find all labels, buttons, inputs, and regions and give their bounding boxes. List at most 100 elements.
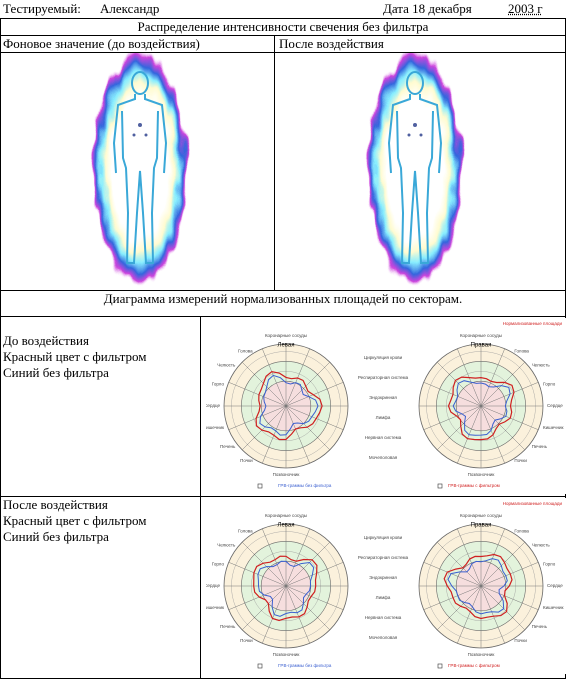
- diagram-label: Сердце: [206, 583, 220, 588]
- spoke: [285, 382, 344, 407]
- column-header: Фоновое значение (до воздействия): [3, 36, 200, 51]
- diagram-label: Правая: [471, 343, 492, 349]
- legend-box: [257, 663, 263, 669]
- diagram-label: Циркуляция крови: [364, 355, 403, 360]
- spoke: [423, 562, 482, 587]
- diagram-label: Лимфа: [376, 415, 391, 420]
- diagram-label: Коронарные сосуды: [265, 333, 307, 338]
- diagram-label: Нормализованные площади: [503, 501, 563, 506]
- spoke: [262, 348, 287, 407]
- diagram-label: Коронарные сосуды: [460, 333, 502, 338]
- spoke: [423, 382, 482, 407]
- row-line: Синий без фильтра: [3, 365, 109, 380]
- sector-diagram: Коронарные сосуды Позвоночник Левая Голова Ч…: [206, 498, 566, 674]
- diagram-label: Позвоночник: [468, 472, 495, 477]
- spoke: [480, 585, 526, 631]
- diagram-label: Почки: [514, 458, 527, 463]
- spoke: [285, 361, 331, 407]
- spoke: [285, 405, 331, 451]
- blue-contour: [259, 374, 319, 436]
- diagram-label: Голова: [238, 529, 253, 534]
- diagram-label: Челюсть: [532, 362, 551, 367]
- table-title: Распределение интенсивности свечения без…: [137, 19, 429, 34]
- diagram-label: Коронарные сосуды: [265, 513, 307, 518]
- diagram-label: Позвоночник: [468, 652, 495, 657]
- diagram-label: Голова: [514, 529, 529, 534]
- diagram-label: Горло: [212, 561, 225, 566]
- red-contour: [443, 553, 513, 620]
- diagram-label: Голова: [514, 349, 529, 354]
- spoke: [285, 585, 331, 631]
- row-line: До воздействия: [3, 333, 89, 348]
- diagram-title: Диаграмма измерений нормализованных площ…: [103, 291, 463, 306]
- diagram-label: Левая: [278, 343, 295, 349]
- blue-contour: [452, 380, 511, 436]
- diagram-label: Печень: [220, 444, 236, 449]
- diagram-label: Нервная система: [365, 435, 402, 440]
- diagram-label: Почки: [514, 638, 527, 643]
- legend-box: [437, 663, 443, 669]
- spoke: [480, 361, 526, 407]
- sector-diagram: Коронарные сосуды Позвоночник Левая Голова Ч…: [206, 318, 566, 494]
- row-line: Красный цвет с фильтром: [3, 349, 147, 364]
- spoke: [241, 541, 287, 587]
- red-contour: [255, 371, 323, 441]
- diagram-label: Нормализованные площади: [503, 321, 563, 326]
- diagram-label: Сердце: [547, 583, 563, 588]
- diagram-label: Почки: [240, 638, 253, 643]
- spoke: [262, 528, 287, 587]
- spoke: [285, 348, 310, 407]
- diagram-label: Печень: [220, 624, 236, 629]
- diagram-label: Горло: [543, 381, 556, 386]
- spoke: [423, 585, 482, 610]
- red-contour: [253, 555, 318, 622]
- diagram-label: Мочеполовая: [369, 455, 398, 460]
- diagram-label: Респираторная система: [358, 375, 409, 380]
- rule: [0, 290, 566, 291]
- diagram-label: Челюсть: [217, 362, 236, 367]
- legend-box: [437, 483, 443, 489]
- diagram-label: Кишечник: [543, 425, 563, 430]
- spoke: [457, 528, 482, 587]
- spoke: [241, 405, 287, 451]
- diagram-label: Кишечник: [206, 605, 224, 610]
- diagram-label: ГРВ-граммы без фильтра: [278, 483, 332, 488]
- diagram-label: Нервная система: [365, 615, 402, 620]
- spoke: [241, 361, 287, 407]
- rule: [200, 316, 201, 679]
- diagram-label: Лимфа: [376, 595, 391, 600]
- subject-name: Александр: [100, 1, 160, 16]
- diagram-label: Правая: [471, 523, 492, 529]
- diagram-label: Мочеполовая: [369, 635, 398, 640]
- row-line: Синий без фильтра: [3, 529, 109, 544]
- spoke: [228, 382, 287, 407]
- diagram-label: ГРВ-граммы без фильтра: [278, 663, 332, 668]
- spoke: [285, 541, 331, 587]
- subject-label: Тестируемый:: [3, 1, 81, 16]
- spoke: [480, 528, 505, 587]
- diagram-label: Циркуляция крови: [364, 535, 403, 540]
- rule: [0, 35, 566, 36]
- rule: [0, 52, 566, 53]
- spoke: [285, 585, 310, 644]
- row-line: Красный цвет с фильтром: [3, 513, 147, 528]
- diagram-label: Горло: [543, 561, 556, 566]
- spoke: [480, 541, 526, 587]
- spoke: [228, 585, 287, 610]
- diagram-label: Позвоночник: [273, 472, 300, 477]
- diagram-label: Челюсть: [532, 542, 551, 547]
- diagram-label: Коронарные сосуды: [460, 513, 502, 518]
- spoke: [285, 405, 310, 464]
- diagram-label: Позвоночник: [273, 652, 300, 657]
- diagram-label: Респираторная система: [358, 555, 409, 560]
- spoke: [457, 585, 482, 644]
- spoke: [480, 585, 505, 644]
- column-header: После воздействия: [279, 36, 384, 51]
- spoke: [228, 405, 287, 430]
- rule: [0, 316, 566, 317]
- row-text: После воздействия Красный цвет с фильтро…: [3, 497, 146, 545]
- diagram-label: Сердце: [547, 403, 563, 408]
- spoke: [480, 585, 539, 610]
- diagram-label: Эндокринная: [369, 575, 397, 580]
- spoke: [241, 585, 287, 631]
